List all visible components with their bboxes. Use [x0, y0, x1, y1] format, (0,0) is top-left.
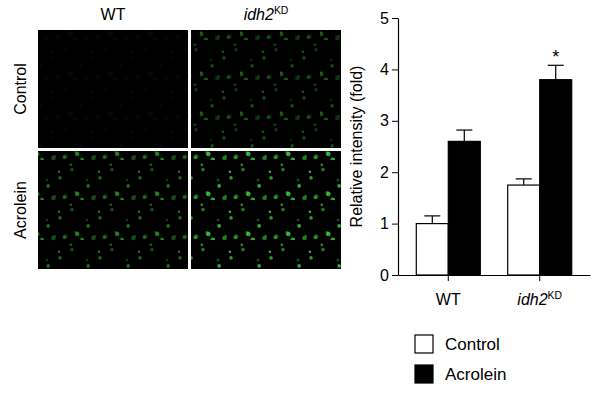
legend-swatch [415, 335, 433, 353]
micrograph-row-label: Acrolein [12, 181, 29, 239]
micrograph-column-label: WT [101, 6, 126, 23]
y-tick: 4 [380, 61, 398, 78]
legend-item: Acrolein [415, 365, 506, 384]
bar [540, 80, 572, 275]
y-tick-mark [392, 224, 398, 225]
y-tick-mark [392, 18, 398, 19]
legend-label: Acrolein [445, 365, 506, 384]
micrograph-panel [38, 30, 188, 148]
micrograph-panel [38, 151, 188, 269]
error-bar [516, 179, 532, 185]
x-tick-label: WT [436, 291, 461, 308]
error-bar [456, 130, 472, 141]
error-line [432, 216, 433, 224]
y-axis: 0 1 2 3 4 5 [380, 10, 398, 284]
y-tick-mark [392, 172, 398, 173]
error-cap [516, 178, 532, 179]
micrograph-row-label: Control [12, 63, 29, 115]
y-tick-mark [392, 275, 398, 276]
y-axis-title: Relative intensity (fold) [348, 66, 365, 228]
x-tick: idh2KD [517, 275, 562, 308]
legend-swatch [415, 365, 433, 383]
y-tick-label: 4 [380, 61, 389, 78]
error-line [555, 65, 556, 79]
bar [448, 141, 480, 275]
y-tick: 1 [380, 215, 398, 232]
legend-item: Control [415, 335, 500, 354]
y-tick-mark [392, 121, 398, 122]
x-tick-label: idh2KD [517, 290, 562, 308]
y-tick-mark [392, 69, 398, 70]
y-tick-label: 3 [380, 112, 389, 129]
legend-label: Control [445, 335, 500, 354]
micrograph-column-label: idh2KD [244, 5, 289, 23]
y-axis-line [398, 19, 399, 276]
y-tick: 3 [380, 112, 398, 129]
y-tick-label: 1 [380, 215, 389, 232]
y-tick: 0 [380, 267, 398, 284]
annotation: * [552, 47, 559, 67]
error-cap [456, 129, 472, 130]
x-tick-mark [539, 275, 540, 281]
error-line [464, 130, 465, 141]
bar [416, 224, 448, 275]
x-axis: WT idh2KD [399, 275, 591, 308]
legend: Control Acrolein [415, 335, 506, 384]
y-tick: 5 [380, 10, 398, 27]
y-tick-label: 5 [380, 10, 389, 27]
error-bar [424, 216, 440, 224]
plot-area [416, 65, 571, 275]
y-tick-label: 0 [380, 267, 389, 284]
x-tick-mark [448, 275, 449, 281]
error-cap [424, 215, 440, 216]
micrograph-panel [191, 30, 341, 148]
y-tick: 2 [380, 164, 398, 181]
error-bar [548, 65, 564, 79]
x-tick: WT [436, 275, 461, 308]
y-tick-label: 2 [380, 164, 389, 181]
error-line [523, 179, 524, 185]
bar [508, 185, 540, 275]
x-axis-line [399, 275, 591, 276]
micrograph-panel [191, 151, 341, 269]
